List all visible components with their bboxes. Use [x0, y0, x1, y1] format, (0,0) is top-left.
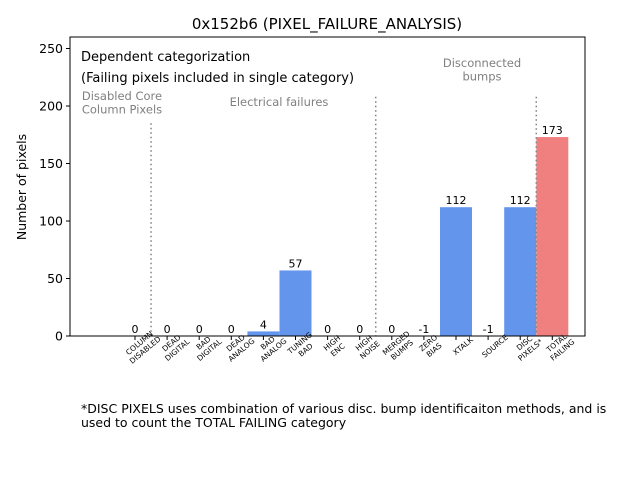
chart-title: 0x152b6 (PIXEL_FAILURE_ANALYSIS) — [192, 15, 462, 34]
value-label-3: 0 — [228, 323, 235, 336]
y-tick-label-200: 200 — [39, 99, 63, 114]
bar-12 — [504, 207, 537, 336]
y-tick-label-50: 50 — [47, 271, 63, 286]
x-tick-label-2: BADDIGITAL — [189, 330, 224, 363]
x-tick-label-8: MERGEDBUMPS — [381, 329, 418, 364]
y-tick-label-0: 0 — [55, 329, 63, 344]
x-tick-label-9: ZEROBIAS — [417, 333, 445, 360]
plot-area: 0 0 0 0 4 57 0 0 0 -1 112 -1 112 173 Disabled Core Colu… — [39, 36, 586, 366]
y-axis-label: Number of pixels — [14, 134, 29, 240]
value-label-1: 0 — [164, 323, 171, 336]
value-label-4: 4 — [260, 318, 267, 331]
annotation-electrical: Electrical failures — [230, 95, 329, 109]
x-tick-label-11: SOURCE — [480, 333, 510, 360]
annotation-categorization: Dependent categorization — [81, 50, 250, 65]
x-tick-label-0: COLUMNDISABLED — [122, 327, 163, 365]
value-label-0: 0 — [132, 323, 139, 336]
value-label-2: 0 — [196, 323, 203, 336]
value-label-10: 112 — [446, 194, 467, 207]
value-label-13: 173 — [542, 124, 563, 137]
footnote: *DISC PIXELS uses combination of various… — [81, 401, 607, 430]
y-tick-label-250: 250 — [39, 41, 63, 56]
annotation-disconnected: Disconnected bumps — [443, 56, 521, 84]
value-label-7: 0 — [356, 323, 363, 336]
bar-5 — [279, 270, 312, 336]
value-label-8: 0 — [388, 323, 395, 336]
y-tick-label-150: 150 — [39, 156, 63, 171]
y-tick-label-100: 100 — [39, 214, 63, 229]
value-label-5: 57 — [289, 257, 303, 270]
value-label-9: -1 — [418, 323, 429, 336]
bar-10 — [440, 207, 472, 336]
value-label-12: 112 — [510, 194, 531, 207]
x-tick-label-6: HIGHENC — [322, 333, 348, 359]
value-label-11: -1 — [483, 323, 494, 336]
value-label-6: 0 — [324, 323, 331, 336]
annotation-disabled-core: Disabled Core Column Pixels — [82, 89, 162, 117]
x-tick-label-10: XTALK — [451, 335, 475, 358]
x-tick-label-1: DEADDIGITAL — [157, 330, 192, 363]
annotation-single-category: (Failing pixels included in single categ… — [81, 71, 354, 86]
bar-13 — [536, 137, 569, 336]
bar-4 — [247, 331, 280, 336]
